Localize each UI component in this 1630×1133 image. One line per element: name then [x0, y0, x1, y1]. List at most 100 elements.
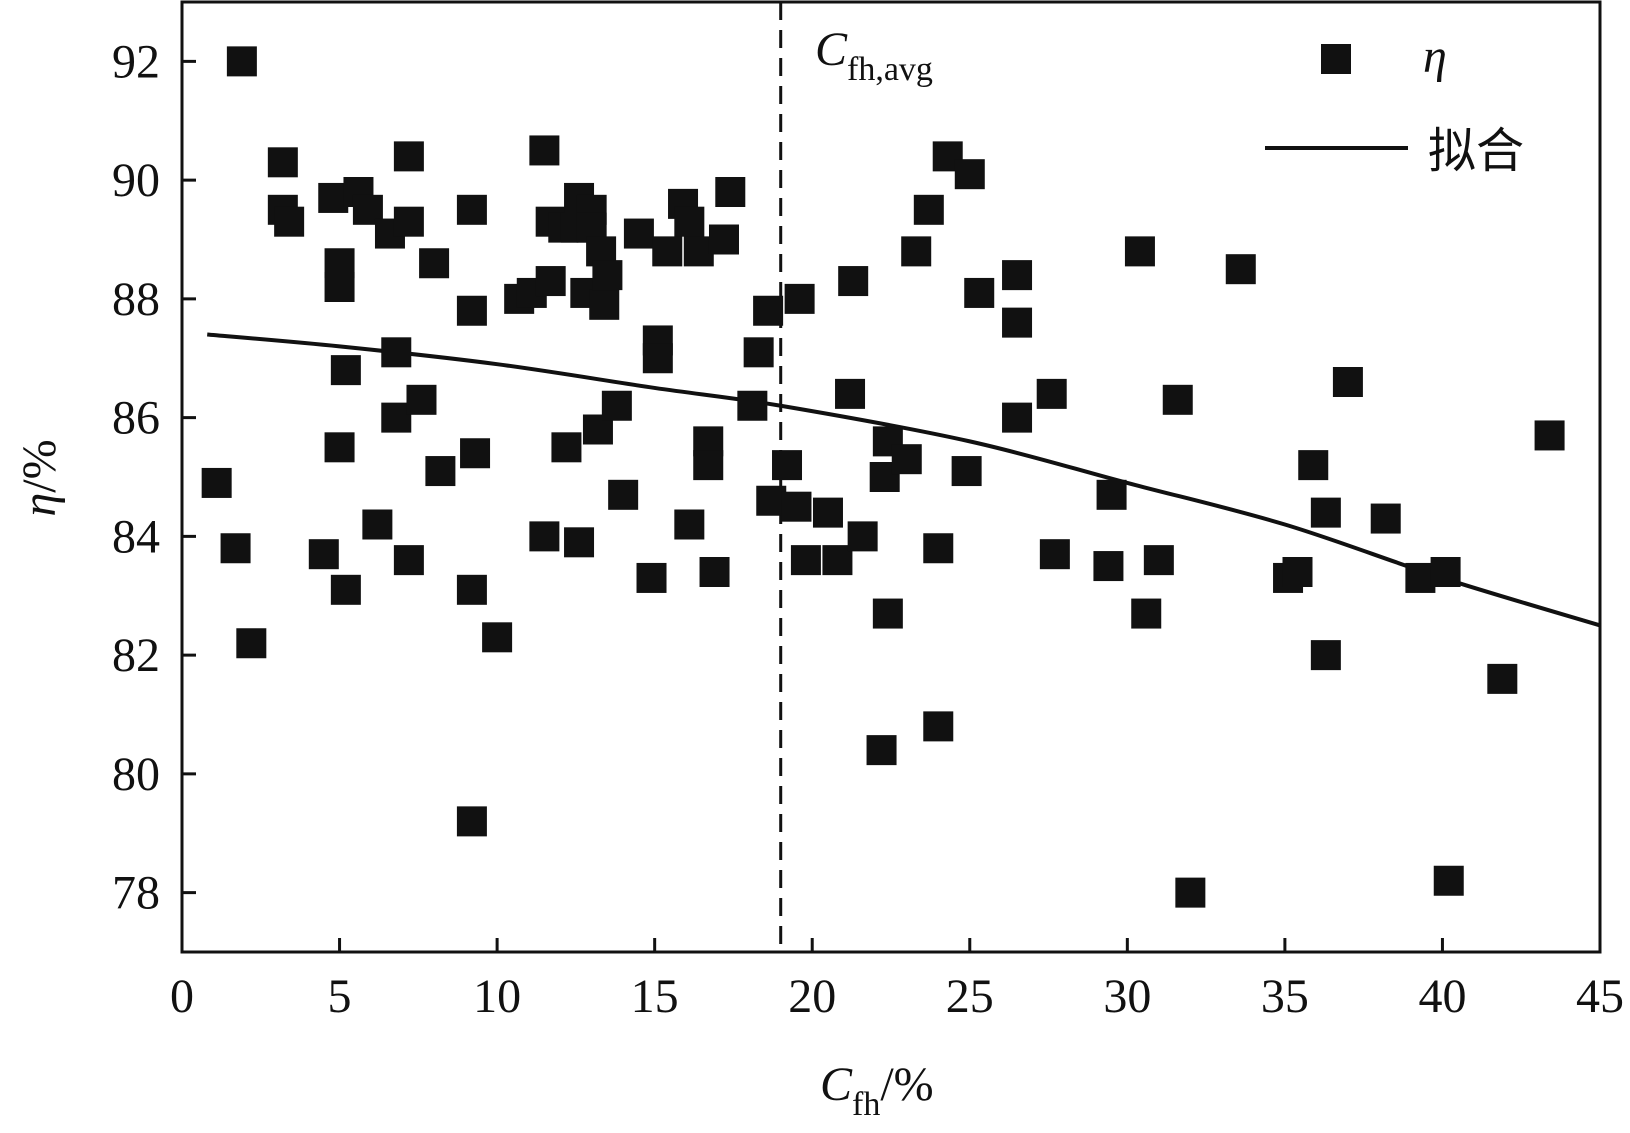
data-point: [866, 735, 897, 766]
data-point: [1162, 384, 1193, 415]
data-point: [1310, 497, 1341, 528]
data-point: [753, 295, 784, 326]
x-tick-label: 45: [1576, 970, 1624, 1023]
data-point: [318, 182, 349, 213]
data-point: [623, 218, 654, 249]
y-axis-title: η/%: [13, 439, 66, 516]
x-tick-label: 0: [170, 970, 194, 1023]
data-point: [847, 521, 878, 552]
y-tick-label: 78: [112, 867, 160, 920]
data-point: [790, 545, 821, 576]
data-point: [715, 177, 746, 207]
legend: η 拟合: [1265, 30, 1524, 178]
x-axis-title-main: C: [820, 1058, 853, 1111]
data-point: [330, 355, 361, 386]
data-point: [1405, 562, 1436, 593]
plot-frame: [180, 0, 1602, 954]
x-tick-label: 5: [328, 970, 352, 1023]
x-tick-label: 20: [788, 970, 836, 1023]
x-tick-label: 10: [473, 970, 521, 1023]
data-point: [1143, 545, 1174, 576]
data-point: [482, 622, 513, 653]
data-point: [1282, 557, 1313, 587]
data-point: [1534, 420, 1565, 451]
fit-curve-layer: [207, 332, 1601, 628]
data-point: [1175, 877, 1206, 908]
data-point: [743, 337, 774, 368]
data-point: [708, 224, 739, 255]
data-point: [737, 390, 768, 421]
data-point: [951, 456, 982, 487]
data-point: [592, 260, 623, 291]
data-point: [419, 248, 450, 279]
data-point: [456, 574, 487, 605]
data-point: [308, 539, 339, 570]
data-point: [362, 509, 393, 540]
data-point: [674, 509, 705, 540]
x-tick-label: 35: [1261, 970, 1309, 1023]
data-point: [964, 277, 995, 308]
data-point: [324, 432, 355, 463]
y-tick-label: 86: [112, 392, 160, 445]
data-point: [1039, 539, 1070, 570]
data-point: [406, 384, 437, 415]
data-point: [1096, 479, 1127, 510]
data-point: [564, 527, 595, 558]
data-point: [642, 343, 673, 374]
data-point: [456, 806, 487, 837]
x-tick-label: 30: [1103, 970, 1151, 1023]
data-point: [551, 432, 582, 463]
data-point: [1002, 402, 1033, 433]
y-axis-title-suffix: /%: [13, 439, 66, 492]
data-point: [781, 491, 812, 522]
data-points-layer: [201, 46, 1565, 908]
data-point: [923, 533, 954, 564]
data-point: [1433, 865, 1464, 896]
data-point: [891, 444, 922, 475]
average-line-label-sub: fh,avg: [847, 51, 933, 88]
y-tick-label: 82: [112, 629, 160, 682]
data-point: [1332, 367, 1363, 397]
data-point: [923, 711, 954, 742]
x-tick-label: 25: [946, 970, 994, 1023]
data-point: [652, 236, 683, 267]
data-point: [608, 479, 639, 510]
y-tick-label: 90: [112, 154, 160, 207]
data-point: [1225, 254, 1256, 285]
data-point: [425, 456, 456, 487]
data-point: [456, 295, 487, 326]
data-point: [1036, 378, 1067, 409]
data-point: [201, 467, 232, 498]
data-point: [1002, 260, 1033, 291]
data-point: [1298, 450, 1329, 481]
data-point: [1131, 598, 1162, 629]
x-axis-title-suffix: /%: [880, 1058, 933, 1111]
data-point: [1124, 236, 1155, 267]
data-point: [529, 521, 560, 552]
data-point: [1370, 503, 1401, 534]
y-axis-title-main: η: [13, 493, 66, 517]
data-point: [822, 545, 853, 576]
x-axis-ticks: 0 5 10 15 20 25 30 35 40 45: [170, 938, 1624, 1023]
data-point: [535, 266, 566, 297]
data-point: [393, 545, 424, 576]
y-tick-label: 88: [112, 273, 160, 326]
data-point: [636, 562, 667, 593]
y-tick-label: 84: [112, 510, 160, 563]
data-point: [460, 438, 491, 469]
data-point: [274, 206, 305, 237]
data-point: [954, 159, 985, 190]
data-point: [324, 272, 355, 302]
data-point: [699, 557, 730, 587]
data-point: [756, 485, 787, 516]
data-point: [220, 533, 251, 564]
data-point: [381, 402, 412, 433]
data-point: [901, 236, 932, 267]
x-tick-label: 40: [1418, 970, 1466, 1023]
data-point: [267, 147, 298, 178]
legend-label-fit: 拟合: [1428, 125, 1524, 178]
data-point: [772, 450, 803, 481]
data-point: [601, 390, 632, 421]
data-point: [456, 194, 487, 225]
